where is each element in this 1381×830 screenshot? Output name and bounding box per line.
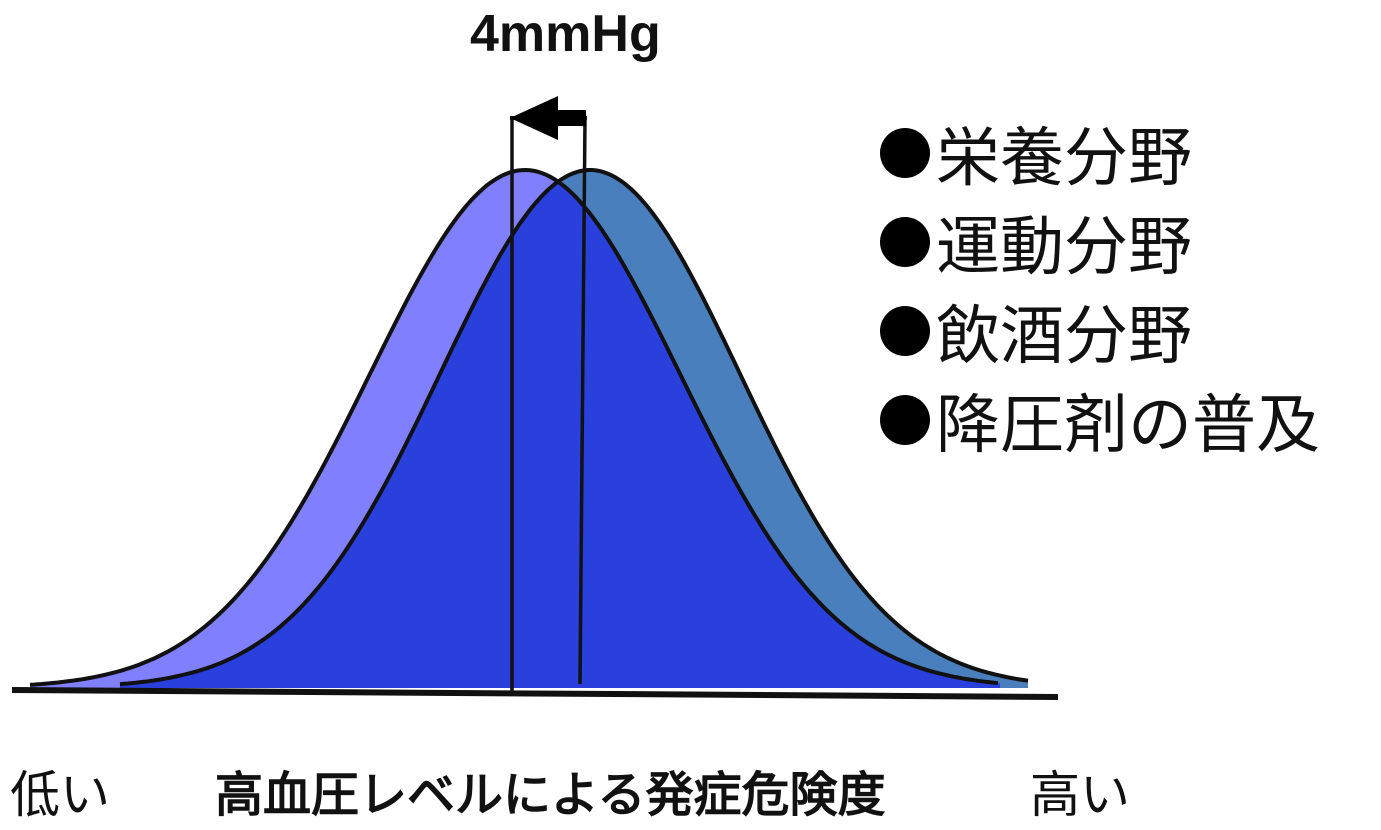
shifted-curve-outline — [29, 167, 999, 687]
bullet-icon — [880, 305, 930, 356]
x-axis-line — [11, 687, 1059, 700]
list-item: 降圧剤の普及 — [880, 375, 1320, 464]
bullet-icon — [880, 394, 930, 445]
bullet-icon — [880, 127, 930, 178]
list-item-label: 降圧剤の普及 — [936, 388, 1320, 463]
shift-amount-label: 4mmHg — [470, 5, 661, 63]
list-item: 栄養分野 — [880, 108, 1320, 197]
measures-list: 栄養分野 運動分野 飲酒分野 降圧剤の普及 — [880, 108, 1320, 464]
axis-title: 高血圧レベルによる発症危険度 — [215, 767, 886, 823]
axis-high-label: 高い — [1030, 766, 1130, 824]
list-item: 運動分野 — [880, 197, 1320, 286]
bullet-icon — [880, 216, 930, 267]
list-item-label: 運動分野 — [936, 210, 1192, 285]
original-curve-outline — [119, 168, 1029, 687]
list-item: 飲酒分野 — [880, 286, 1320, 375]
list-item-label: 栄養分野 — [936, 121, 1192, 196]
left-arrow-icon — [510, 96, 586, 140]
list-item-label: 飲酒分野 — [936, 299, 1192, 374]
axis-low-label: 低い — [10, 766, 110, 824]
original-mean-line — [578, 117, 587, 685]
